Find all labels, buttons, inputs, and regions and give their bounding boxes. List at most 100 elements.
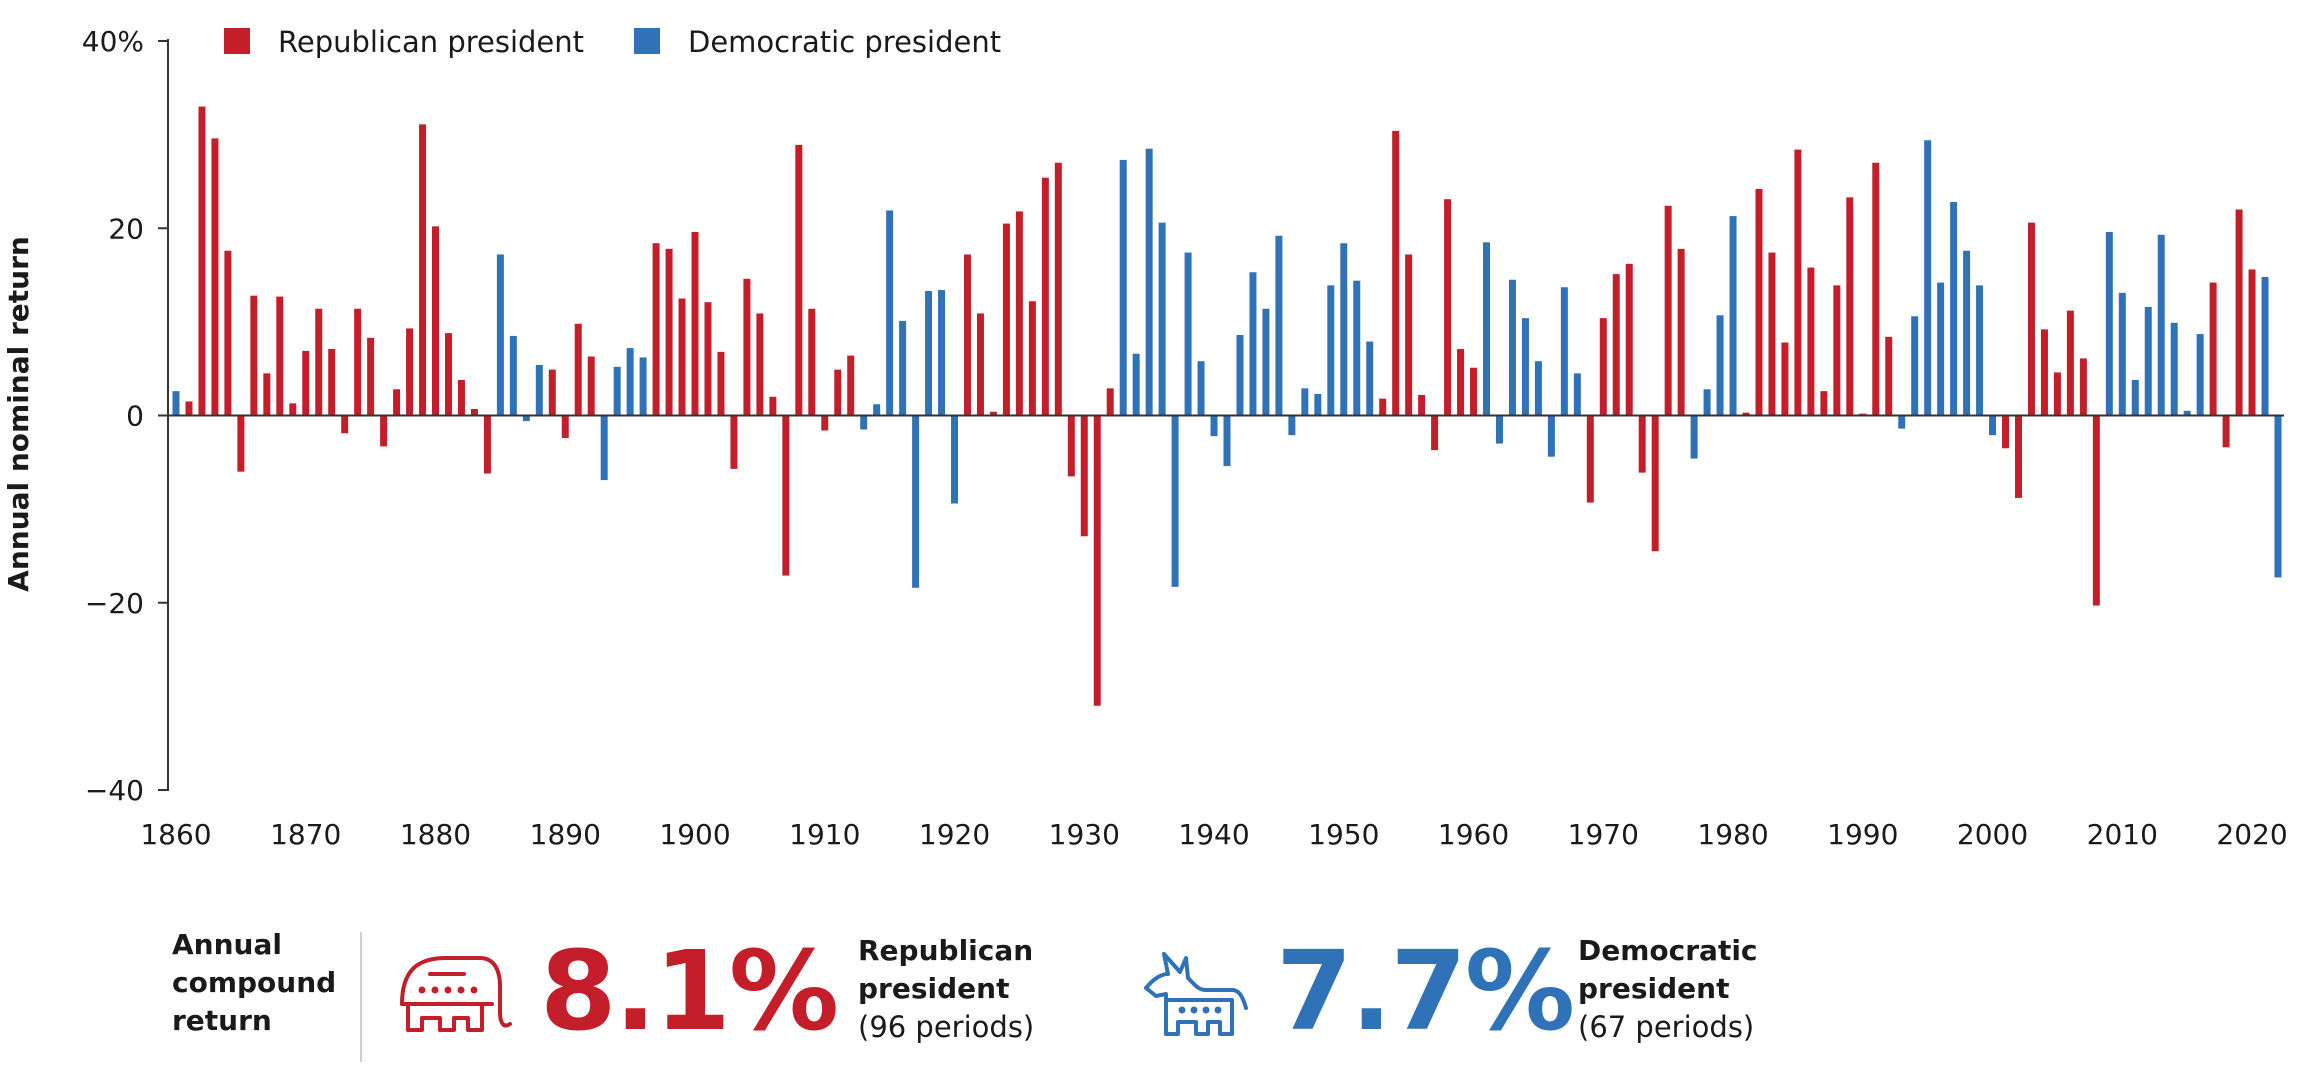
y-tick-label: −40 [85, 774, 144, 807]
elephant-icon [400, 956, 512, 1032]
bars [172, 106, 2282, 706]
bar-democratic [1119, 159, 1127, 416]
summary-label-line-1: Annual [172, 928, 282, 961]
bar-republican [782, 415, 790, 576]
bar-democratic [1495, 415, 1503, 444]
bar-democratic [1262, 308, 1270, 416]
bar-republican [483, 415, 491, 474]
bar-republican [652, 243, 660, 416]
bar-democratic [938, 290, 946, 416]
republican-return-value: 8.1% [540, 927, 839, 1055]
bar-republican [250, 295, 258, 416]
bar-democratic [1314, 393, 1322, 416]
bar-republican [1781, 342, 1789, 416]
bar-republican [1106, 388, 1114, 416]
bar-democratic [2131, 379, 2139, 416]
bar-democratic [1366, 341, 1374, 416]
legend-swatch-democratic [634, 28, 660, 54]
bar-republican [2079, 358, 2087, 416]
bar-republican [963, 254, 971, 416]
bar-democratic [1171, 415, 1179, 587]
bar-republican [457, 379, 465, 416]
bar-democratic [1210, 415, 1218, 437]
bar-democratic [1327, 285, 1335, 416]
y-tick-label: −20 [85, 587, 144, 620]
bar-democratic [1547, 415, 1555, 457]
bar-democratic [1560, 287, 1568, 416]
bar-democratic [1483, 242, 1491, 416]
x-tick-label: 1980 [1697, 818, 1768, 851]
bar-republican [743, 278, 751, 416]
bar-republican [834, 369, 842, 416]
bar-republican [1833, 285, 1841, 416]
bar-republican [2027, 222, 2035, 416]
x-axis-ticks: 1860 1870 1880 1890 1900 1910 1920 1930 1940 1950… [140, 818, 2287, 851]
bar-republican [587, 356, 595, 416]
bar-democratic [509, 335, 517, 416]
bar-republican [2053, 372, 2061, 416]
democratic-party-line-2: president [1578, 972, 1730, 1005]
bar-republican [354, 308, 362, 416]
bar-republican [328, 349, 336, 416]
republican-party-line-2: president [858, 972, 1010, 1005]
bar-democratic [951, 415, 959, 504]
bar-republican [2092, 415, 2100, 606]
bar-democratic [1963, 250, 1971, 416]
bar-democratic [2157, 234, 2165, 416]
bar-republican [1002, 223, 1010, 416]
bar-republican [808, 308, 816, 416]
bar-democratic [873, 404, 881, 416]
bar-democratic [1898, 415, 1906, 429]
x-tick-label: 1990 [1827, 818, 1898, 851]
bar-democratic [1353, 280, 1361, 416]
bar-democratic [1145, 148, 1153, 416]
bar-republican [730, 415, 738, 469]
bar-republican [380, 415, 388, 447]
democratic-party-label: Democratic president [1578, 932, 1758, 1008]
bar-republican [1651, 415, 1659, 552]
bar-democratic [886, 210, 894, 416]
bar-republican [289, 403, 297, 416]
bar-republican [2066, 310, 2074, 416]
bar-democratic [1716, 315, 1724, 416]
bar-republican [1041, 177, 1049, 416]
bar-republican [1755, 188, 1763, 416]
bar-republican [224, 250, 232, 416]
legend-label-republican: Republican president [278, 25, 584, 59]
democratic-periods: (67 periods) [1578, 1010, 1755, 1044]
bar-republican [1080, 415, 1088, 537]
bar-democratic [2261, 276, 2269, 416]
y-tick-label: 20 [108, 212, 144, 245]
y-axis-ticks: 40% 20 0 −20 −40 [82, 25, 168, 807]
bar-republican [1625, 263, 1633, 416]
x-tick-label: 2000 [1957, 818, 2028, 851]
bar-republican [1028, 301, 1036, 416]
bar-democratic [1950, 202, 1958, 416]
bar-democratic [899, 320, 907, 416]
bar-democratic [1690, 415, 1698, 459]
bar-republican [1638, 415, 1646, 473]
republican-party-line-1: Republican [858, 934, 1034, 967]
bar-democratic [2144, 306, 2152, 416]
x-tick-label: 1900 [659, 818, 730, 851]
bar-republican [1768, 252, 1776, 416]
bar-democratic [1703, 389, 1711, 416]
bar-democratic [626, 348, 634, 416]
bar-republican [341, 415, 349, 434]
bar-democratic [925, 290, 933, 416]
bar-democratic [1989, 415, 1997, 436]
legend-swatch-republican [224, 28, 250, 54]
bar-democratic [1158, 222, 1166, 416]
bar-democratic [1301, 388, 1309, 416]
democratic-return-value: 7.7% [1276, 927, 1575, 1055]
bar-democratic [600, 415, 608, 481]
bar-democratic [1729, 216, 1737, 416]
bar-democratic [1236, 334, 1244, 416]
y-axis-title: Annual nominal return [2, 236, 35, 592]
bar-republican [1444, 199, 1452, 416]
bar-republican [1431, 415, 1439, 451]
bar-republican [2014, 415, 2022, 498]
bar-democratic [1340, 243, 1348, 416]
bar-democratic [1937, 282, 1945, 416]
legend-label-democratic: Democratic president [688, 25, 1001, 59]
